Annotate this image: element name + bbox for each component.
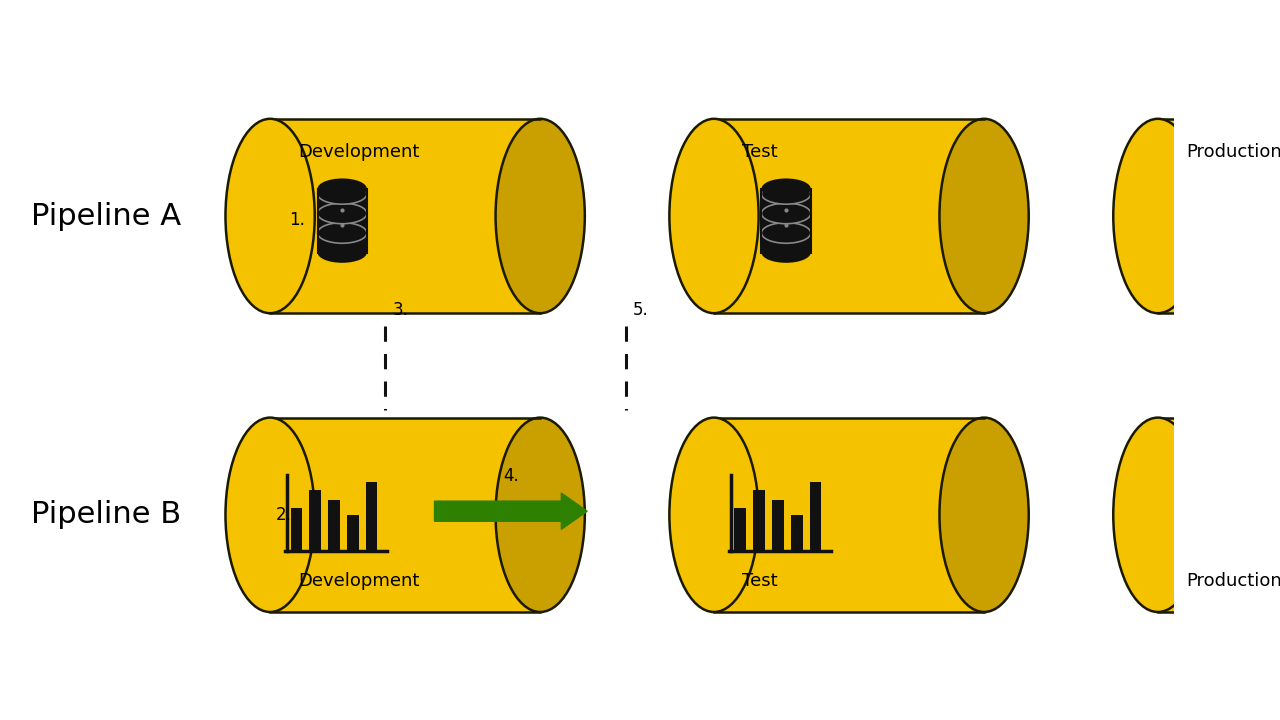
Text: Development: Development [298,143,420,161]
Ellipse shape [317,222,367,243]
Bar [762,233,810,253]
Text: Pipeline A: Pipeline A [31,202,180,230]
Bar [310,490,321,551]
Bar [317,213,367,233]
Text: 5.: 5. [634,301,649,319]
Ellipse shape [762,222,810,243]
Ellipse shape [495,418,585,612]
Text: Production: Production [1187,143,1280,161]
FancyArrow shape [434,493,588,529]
Text: Test: Test [742,572,778,590]
Text: 4.: 4. [503,467,518,485]
Ellipse shape [1114,418,1202,612]
Bar [1158,418,1280,612]
Text: Development: Development [298,572,420,590]
Bar [762,213,810,233]
Bar [791,515,803,551]
Ellipse shape [762,184,810,204]
Text: 3.: 3. [392,301,408,319]
Text: Pipeline B: Pipeline B [31,500,180,529]
Bar [762,194,810,213]
Ellipse shape [669,418,759,612]
Ellipse shape [317,203,367,224]
Text: Production: Production [1187,572,1280,590]
Ellipse shape [317,184,367,204]
Ellipse shape [495,119,585,313]
Ellipse shape [762,242,810,263]
Bar [809,482,822,551]
Bar [772,500,783,551]
Ellipse shape [225,119,315,313]
Bar [291,508,302,551]
Bar [270,119,540,313]
Bar [366,482,378,551]
Ellipse shape [762,179,810,199]
Ellipse shape [940,418,1029,612]
Bar [317,233,367,253]
Bar [328,500,340,551]
Bar [753,490,765,551]
Text: 1.: 1. [289,211,305,229]
Ellipse shape [317,242,367,263]
Bar [735,508,746,551]
Bar [714,418,984,612]
Ellipse shape [669,119,759,313]
Bar [1158,119,1280,313]
Bar [714,119,984,313]
Ellipse shape [1114,119,1202,313]
Text: Test: Test [742,143,778,161]
Ellipse shape [317,179,367,199]
Ellipse shape [762,203,810,224]
Ellipse shape [225,418,315,612]
Ellipse shape [940,119,1029,313]
Text: 2.: 2. [275,506,291,524]
Bar [317,194,367,213]
Bar [270,418,540,612]
Bar [347,515,358,551]
